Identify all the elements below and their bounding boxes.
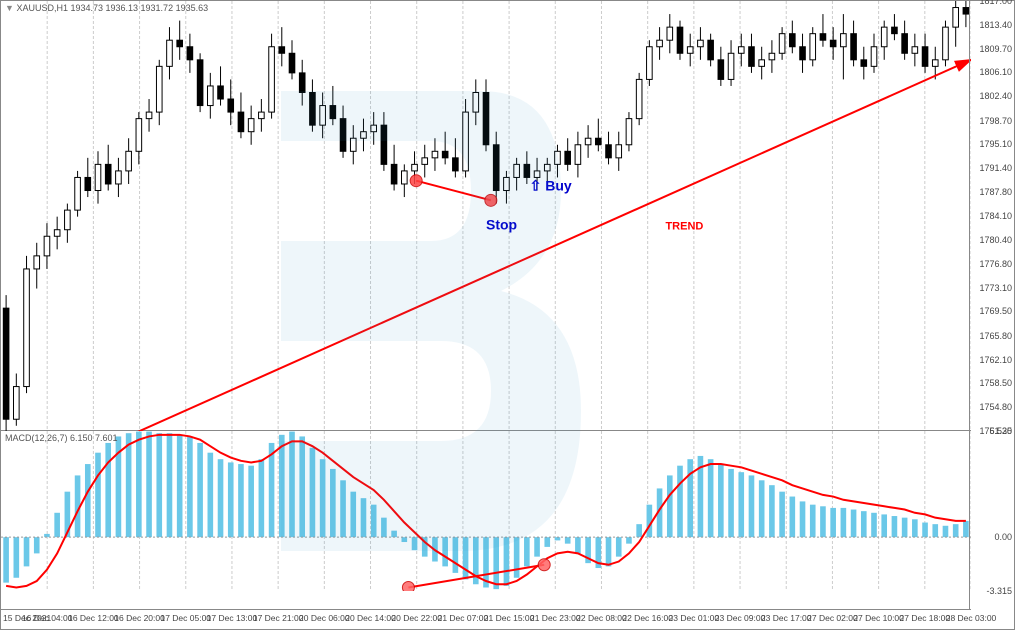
- symbol-label: ▼ XAUUSD,H1 1934.73 1936.13 1931.72 1935…: [5, 3, 208, 13]
- macd-chart-svg: [1, 431, 971, 591]
- price-tick: 1813.40: [979, 20, 1012, 30]
- price-tick: 1754.80: [979, 402, 1012, 412]
- time-tick: 20 Dec 22:00: [391, 613, 442, 623]
- time-tick: 16 Dec 12:00: [68, 613, 119, 623]
- svg-text:⇧ Buy: ⇧ Buy: [530, 178, 572, 194]
- svg-text:Stop: Stop: [486, 217, 517, 233]
- time-tick: 27 Dec 02:00: [807, 613, 858, 623]
- price-panel[interactable]: ▼ XAUUSD,H1 1934.73 1936.13 1931.72 1935…: [1, 1, 971, 431]
- time-tick: 17 Dec 05:00: [160, 613, 211, 623]
- price-tick: 1773.10: [979, 283, 1012, 293]
- time-tick: 23 Dec 17:00: [761, 613, 812, 623]
- time-tick: 17 Dec 13:00: [207, 613, 258, 623]
- macd-label: MACD(12,26,7) 6.150 7.601: [5, 433, 118, 443]
- time-tick: 21 Dec 23:00: [530, 613, 581, 623]
- price-tick: 1787.80: [979, 187, 1012, 197]
- price-tick: 1762.10: [979, 355, 1012, 365]
- time-tick: 27 Dec 18:00: [900, 613, 951, 623]
- price-y-axis: 1817.00 1813.40 1809.70 1806.10 1802.40 1798.…: [969, 1, 1014, 431]
- price-tick: 1784.10: [979, 211, 1012, 221]
- macd-tick: 6.535: [989, 426, 1012, 436]
- time-tick: 23 Dec 01:00: [669, 613, 720, 623]
- time-x-axis: 15 Dec 202116 Dec 04:0016 Dec 12:0016 De…: [1, 609, 971, 629]
- price-tick: 1765.80: [979, 331, 1012, 341]
- price-tick: 1806.10: [979, 67, 1012, 77]
- chart-container: ▼ XAUUSD,H1 1934.73 1936.13 1931.72 1935…: [0, 0, 1015, 630]
- time-tick: 22 Dec 16:00: [622, 613, 673, 623]
- price-chart-svg: ⇧ Buy Stop TREND: [1, 1, 971, 431]
- time-tick: 23 Dec 09:00: [715, 613, 766, 623]
- time-tick: 20 Dec 06:00: [299, 613, 350, 623]
- price-tick: 1776.80: [979, 259, 1012, 269]
- macd-y-axis: 6.5350.00-3.315: [969, 431, 1014, 611]
- time-tick: 21 Dec 07:00: [438, 613, 489, 623]
- macd-tick: 0.00: [994, 532, 1012, 542]
- time-tick: 17 Dec 21:00: [253, 613, 304, 623]
- price-tick: 1795.10: [979, 139, 1012, 149]
- time-tick: 21 Dec 15:00: [484, 613, 535, 623]
- macd-panel[interactable]: MACD(12,26,7) 6.150 7.601: [1, 431, 971, 611]
- price-tick: 1802.40: [979, 91, 1012, 101]
- time-tick: 22 Dec 08:00: [576, 613, 627, 623]
- macd-tick: -3.315: [986, 586, 1012, 596]
- price-tick: 1798.70: [979, 116, 1012, 126]
- time-tick: 16 Dec 20:00: [114, 613, 165, 623]
- price-tick: 1780.40: [979, 235, 1012, 245]
- time-tick: 28 Dec 03:00: [946, 613, 997, 623]
- price-tick: 1791.40: [979, 163, 1012, 173]
- price-tick: 1758.50: [979, 378, 1012, 388]
- time-tick: 20 Dec 14:00: [345, 613, 396, 623]
- time-tick: 16 Dec 04:00: [22, 613, 73, 623]
- price-tick: 1809.70: [979, 44, 1012, 54]
- time-tick: 27 Dec 10:00: [853, 613, 904, 623]
- price-tick: 1817.00: [979, 0, 1012, 6]
- svg-text:TREND: TREND: [665, 221, 703, 233]
- price-tick: 1769.50: [979, 306, 1012, 316]
